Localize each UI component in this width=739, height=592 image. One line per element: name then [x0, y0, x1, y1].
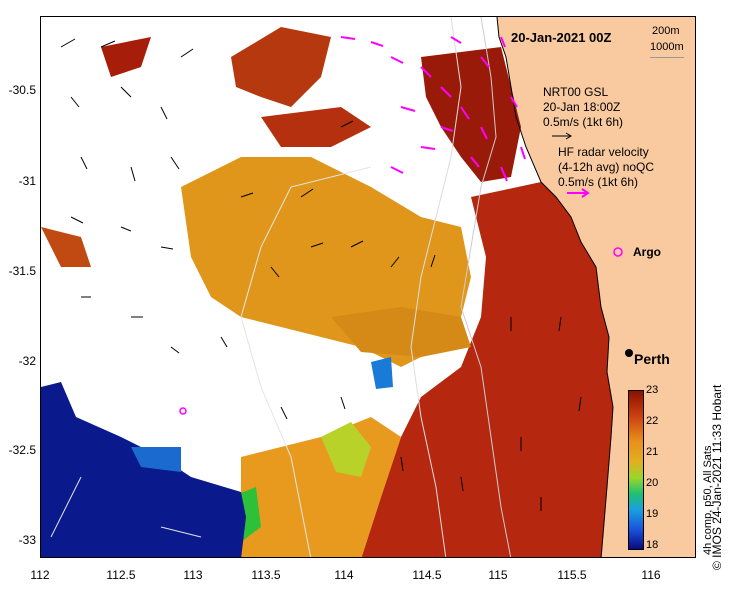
- argo-legend-icon: [613, 247, 623, 257]
- perth-marker: [625, 349, 633, 357]
- hf-subtitle: (4-12h avg) noQC: [558, 160, 655, 174]
- colorbar-tick-21: 21: [646, 446, 659, 458]
- sst-map-canvas: [41, 17, 695, 557]
- y-tick: -31.5: [8, 264, 36, 278]
- argo-float-marker: [179, 407, 187, 415]
- gsl-velocity-arrows: [60, 38, 582, 511]
- gsl-title: NRT00 GSL: [543, 85, 609, 99]
- y-tick: -31: [18, 174, 36, 188]
- x-tick: 113: [183, 568, 203, 582]
- argo-label: Argo: [633, 245, 661, 259]
- isobath-legend-line: [650, 57, 684, 58]
- x-tick: 113.5: [251, 568, 281, 582]
- x-tick: 112.5: [106, 568, 136, 582]
- sst-cool: [41, 382, 246, 557]
- isobath-1000m-label: 1000m: [650, 41, 684, 53]
- colorbar-tick-23: 23: [646, 384, 659, 396]
- colorbar-tick-18: 18: [646, 539, 659, 551]
- y-tick: -32.5: [8, 443, 36, 457]
- x-tick: 116: [641, 568, 661, 582]
- coastline: [496, 17, 614, 557]
- city-label-perth: Perth: [634, 351, 670, 367]
- y-tick: -30.5: [8, 83, 36, 97]
- credit-container: © IMOS 24-Jan-2021 11:33 Hobart: [704, 330, 734, 580]
- sst-warm-north: [421, 47, 521, 182]
- colorbar-tick-20: 20: [646, 477, 659, 489]
- colorbar: [628, 390, 644, 550]
- hf-scale-arrow-icon: [567, 188, 590, 198]
- gsl-scale: 0.5m/s (1kt 6h): [543, 115, 624, 129]
- sst-map: [40, 16, 696, 558]
- y-tick: -33: [18, 533, 36, 547]
- land-area: [497, 17, 695, 557]
- x-tick: 114.5: [412, 568, 442, 582]
- y-tick: -32: [18, 354, 36, 368]
- colorbar-tick-19: 19: [646, 508, 659, 520]
- hf-radar-arrows: [340, 36, 526, 182]
- x-tick: 115.5: [557, 568, 587, 582]
- hf-scale: 0.5m/s (1kt 6h): [558, 175, 639, 189]
- gsl-time: 20-Jan 18:00Z: [543, 100, 621, 114]
- credit-text: © IMOS 24-Jan-2021 11:33 Hobart: [710, 384, 724, 570]
- date-label: 20-Jan-2021 00Z: [511, 30, 612, 45]
- colorbar-tick-22: 22: [646, 415, 659, 427]
- x-tick: 114: [334, 568, 354, 582]
- sst-warm-coastal: [361, 182, 613, 557]
- hf-title: HF radar velocity: [558, 145, 649, 159]
- isobath-200m-label: 200m: [652, 25, 680, 37]
- gsl-scale-arrow-icon: [552, 132, 572, 140]
- x-tick: 115: [488, 568, 508, 582]
- x-tick: 112: [30, 568, 50, 582]
